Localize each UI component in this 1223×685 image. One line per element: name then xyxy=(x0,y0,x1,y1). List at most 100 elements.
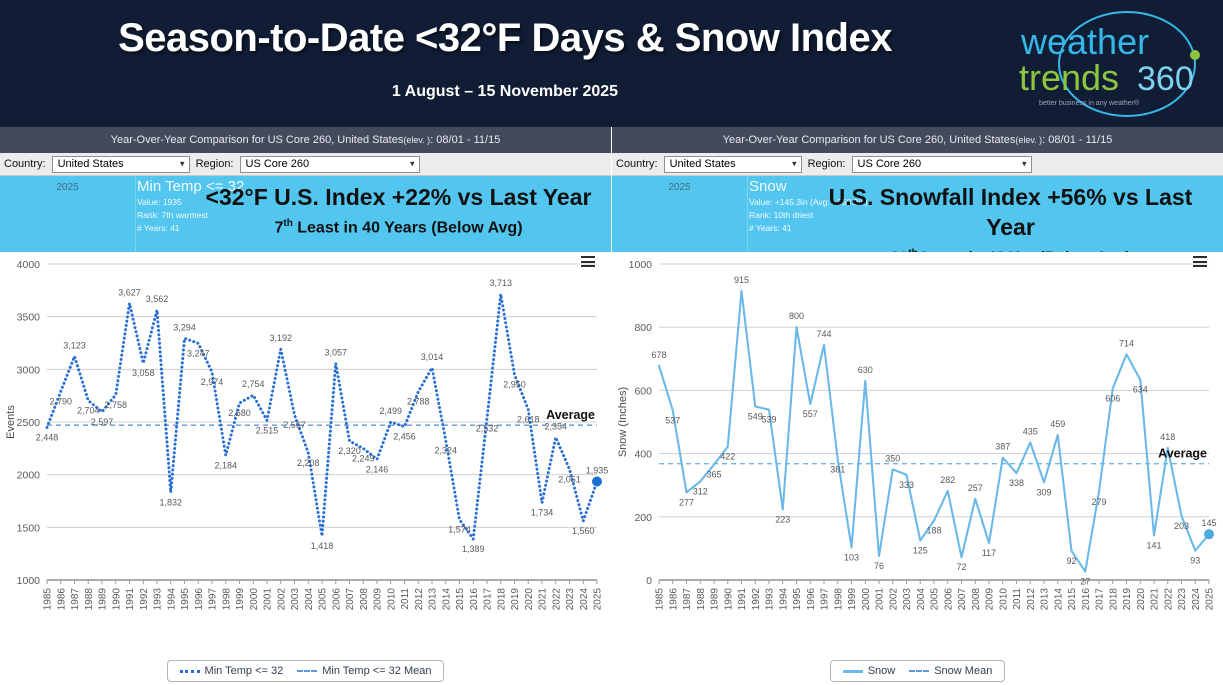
left-legend-item-mean[interactable]: Min Temp <= 32 Mean xyxy=(297,665,431,677)
data-point-label: 3,562 xyxy=(146,294,169,304)
data-point-label: 141 xyxy=(1146,540,1161,550)
right-chart-menu-icon[interactable] xyxy=(1193,256,1207,267)
data-point-label: 2,456 xyxy=(393,432,416,442)
right-region-label: Region: xyxy=(807,158,846,170)
right-region-value: US Core 260 xyxy=(857,158,922,170)
data-point-label: 3,294 xyxy=(173,322,196,332)
data-point-label: 539 xyxy=(761,415,776,425)
data-point-label: 312 xyxy=(693,486,708,496)
left-yoy-dates: : 08/01 - 11/15 xyxy=(430,134,501,146)
right-country-value: United States xyxy=(669,158,736,170)
logo-word-trends: trends xyxy=(1019,57,1119,98)
data-point-label: 557 xyxy=(803,409,818,419)
right-yoy-header: Year-Over-Year Comparison for US Core 26… xyxy=(612,127,1223,153)
data-point-label: 1,418 xyxy=(311,541,334,551)
right-sub-pre: 10 xyxy=(890,249,908,252)
x-axis-tick-label: 1995 xyxy=(180,588,191,611)
data-point-label: 93 xyxy=(1190,556,1200,566)
left-legend-item-series[interactable]: Min Temp <= 32 xyxy=(179,665,283,677)
right-filter-bar: Country: United States ▾ Region: US Core… xyxy=(612,153,1223,176)
left-legend: Min Temp <= 32 Min Temp <= 32 Mean xyxy=(0,660,611,682)
left-metric-years: # Years: 41 xyxy=(137,223,180,233)
x-axis-tick-label: 2015 xyxy=(1067,588,1078,611)
right-metric-years: # Years: 41 xyxy=(749,223,792,233)
x-axis-tick-label: 1994 xyxy=(166,588,177,611)
chevron-down-icon: ▾ xyxy=(792,158,797,169)
data-point-label: 3,014 xyxy=(421,352,444,362)
dashed-line-icon xyxy=(909,670,930,672)
y-axis-tick-label: 600 xyxy=(634,385,652,397)
left-sub-pre: 7 xyxy=(274,219,284,237)
x-axis-tick-label: 1986 xyxy=(56,588,67,611)
data-point-label: 338 xyxy=(1009,478,1024,488)
data-point-label: 103 xyxy=(844,552,859,562)
x-axis-tick-label: 2010 xyxy=(386,588,397,611)
data-point-label: 279 xyxy=(1091,497,1106,507)
x-axis-tick-label: 2024 xyxy=(579,588,590,611)
x-axis-tick-label: 1986 xyxy=(668,588,679,611)
x-axis-tick-label: 1990 xyxy=(111,588,122,611)
x-axis-tick-label: 2003 xyxy=(902,588,913,611)
left-chart-menu-icon[interactable] xyxy=(581,256,595,267)
data-point-label: 2,184 xyxy=(214,460,237,470)
x-axis-tick-label: 1987 xyxy=(682,588,693,611)
x-axis-tick-label: 1985 xyxy=(655,588,666,611)
data-point-label: 2,051 xyxy=(558,474,581,484)
x-axis-tick-label: 2019 xyxy=(510,588,521,611)
x-axis-tick-label: 2008 xyxy=(359,588,370,611)
right-subheadline: 10th Least in 40 Yrs (Below Avg) xyxy=(802,242,1219,252)
data-point-label: 2,499 xyxy=(379,406,402,416)
x-axis-tick-label: 1989 xyxy=(710,588,721,611)
data-point-label: 3,627 xyxy=(118,287,141,297)
y-axis-tick-label: 2000 xyxy=(17,470,41,482)
left-kpi-year: 2025 xyxy=(0,176,136,252)
x-axis-tick-label: 2015 xyxy=(455,588,466,611)
left-legend-mean-label: Min Temp <= 32 Mean xyxy=(322,665,432,677)
data-point-label: 418 xyxy=(1160,432,1175,442)
title-banner: Season-to-Date <32°F Days & Snow Index 1… xyxy=(0,0,1223,127)
average-annotation: Average xyxy=(1158,447,1207,461)
left-sub-sup: th xyxy=(283,218,293,229)
data-point-label: 2,790 xyxy=(49,396,72,406)
x-axis-tick-label: 1999 xyxy=(847,588,858,611)
right-kpi-year: 2025 xyxy=(612,176,748,252)
x-axis-tick-label: 2009 xyxy=(985,588,996,611)
right-legend-item-mean[interactable]: Snow Mean xyxy=(909,665,992,677)
x-axis-tick-label: 2004 xyxy=(916,588,927,611)
data-point-label: 72 xyxy=(956,562,966,572)
right-legend-item-series[interactable]: Snow xyxy=(842,665,895,677)
right-metric-title: Snow xyxy=(749,178,787,195)
x-axis-tick-label: 2012 xyxy=(414,588,425,611)
right-country-select[interactable]: United States ▾ xyxy=(663,155,802,173)
data-point-label: 257 xyxy=(968,483,983,493)
right-yoy-elev: (elev. ) xyxy=(1015,135,1043,145)
right-region-select[interactable]: US Core 260 ▾ xyxy=(851,155,1032,173)
left-region-label: Region: xyxy=(195,158,234,170)
data-point-label: 2,324 xyxy=(434,446,457,456)
current-year-marker xyxy=(1204,529,1214,540)
y-axis-tick-label: 1500 xyxy=(17,522,41,534)
x-axis-tick-label: 1999 xyxy=(235,588,246,611)
data-point-label: 714 xyxy=(1119,338,1134,348)
left-metric-rank: Rank: 7th warmest xyxy=(137,210,208,220)
data-point-label: 678 xyxy=(651,350,666,360)
data-point-label: 381 xyxy=(830,465,845,475)
x-axis-tick-label: 2020 xyxy=(524,588,535,611)
data-point-label: 800 xyxy=(789,311,804,321)
left-country-select[interactable]: United States ▾ xyxy=(51,155,190,173)
left-country-value: United States xyxy=(57,158,124,170)
data-point-label: 2,515 xyxy=(256,425,279,435)
data-point-label: 117 xyxy=(982,548,996,558)
right-metric-value: Value: +145.3in (Avg: +368.3in) xyxy=(749,197,868,207)
left-region-select[interactable]: US Core 260 ▾ xyxy=(239,155,420,173)
data-point-label: 3,058 xyxy=(132,368,155,378)
data-point-label: 2,618 xyxy=(517,415,540,425)
x-axis-tick-label: 2000 xyxy=(861,588,872,611)
panel-divider xyxy=(611,127,612,685)
left-metric-title: Min Temp <= 32 xyxy=(137,178,245,195)
data-point-label: 309 xyxy=(1036,487,1051,497)
left-metric-details: Min Temp <= 32 Value: 1935 Rank: 7th war… xyxy=(137,178,257,235)
y-axis-tick-label: 1000 xyxy=(17,575,41,587)
data-point-label: 350 xyxy=(885,453,900,463)
